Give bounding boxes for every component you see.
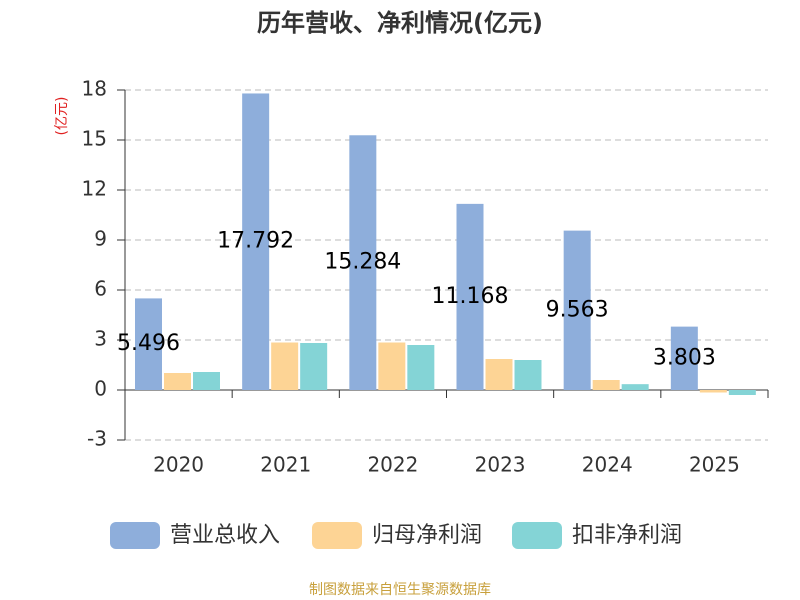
x-tick-label: 2022: [367, 453, 418, 477]
y-tick-label: 3: [94, 327, 107, 351]
bar: [621, 384, 649, 390]
chart-title: 历年营收、净利情况(亿元): [257, 9, 543, 37]
bar: [563, 230, 591, 390]
y-tick-label: 15: [82, 127, 107, 151]
data-label: 5.496: [117, 331, 180, 356]
bar: [164, 373, 191, 390]
bar: [592, 380, 620, 390]
source-note: 制图数据来自恒生聚源数据库: [309, 582, 491, 598]
bar: [407, 345, 435, 390]
y-tick-label: 9: [94, 227, 107, 251]
x-tick-label: 2023: [475, 453, 526, 477]
legend-label: 归母净利润: [372, 523, 482, 548]
x-tick-label: 2020: [153, 453, 204, 477]
y-axis-label: (亿元): [54, 97, 70, 136]
legend-label: 扣非净利润: [572, 523, 682, 548]
bar: [242, 93, 270, 390]
data-label: 3.803: [653, 345, 716, 370]
x-tick-label: 2021: [260, 453, 311, 477]
y-tick-label: 18: [82, 77, 107, 101]
data-label: 15.284: [324, 250, 401, 275]
y-tick-label: 12: [82, 177, 107, 201]
bar: [349, 135, 377, 390]
bar: [485, 359, 513, 390]
bar: [193, 372, 220, 390]
bar: [670, 326, 698, 390]
y-tick-label: 6: [94, 277, 107, 301]
legend-swatch: [512, 522, 562, 549]
y-tick-label: 0: [94, 377, 107, 401]
bar: [300, 343, 328, 390]
bar: [456, 203, 484, 390]
bar: [699, 390, 727, 393]
data-label: 17.792: [217, 229, 294, 254]
bar: [271, 342, 299, 390]
x-tick-label: 2025: [689, 453, 740, 477]
bar: [378, 342, 406, 390]
bar: [135, 298, 162, 390]
legend-swatch: [110, 522, 160, 549]
data-label: 9.563: [546, 297, 609, 322]
x-tick-label: 2024: [582, 453, 633, 477]
y-tick-label: -3: [87, 427, 107, 451]
bar: [514, 360, 542, 390]
data-label: 11.168: [432, 284, 509, 309]
legend-swatch: [312, 522, 362, 549]
legend-label: 营业总收入: [170, 523, 280, 548]
bar: [728, 390, 756, 395]
